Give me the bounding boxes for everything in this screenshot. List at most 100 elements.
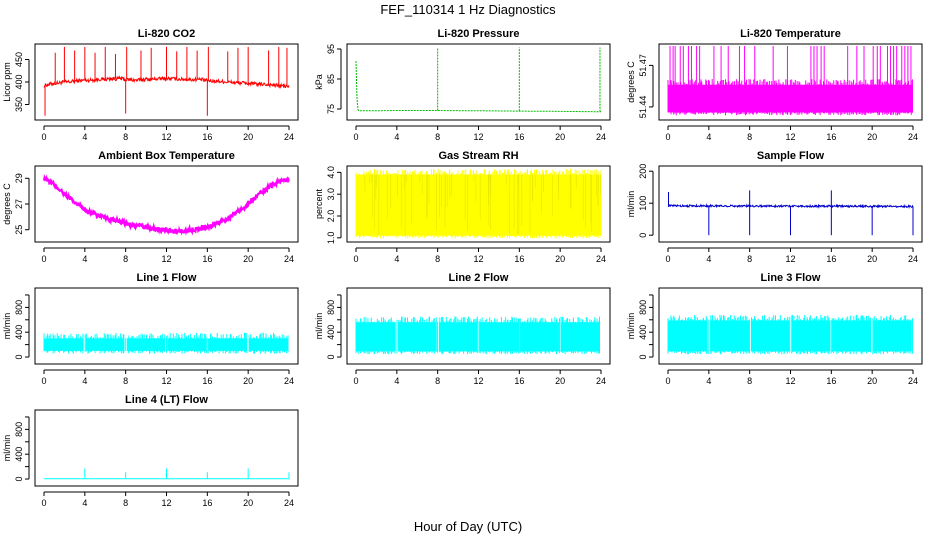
panel-title: Line 4 (LT) Flow — [125, 394, 208, 406]
x-tick-label: 24 — [284, 254, 294, 264]
x-tick-label: 16 — [514, 376, 524, 386]
x-tick-label: 0 — [41, 132, 46, 142]
x-tick-label: 4 — [394, 254, 399, 264]
panel-title: Line 2 Flow — [449, 272, 509, 284]
plot-frame — [34, 165, 299, 243]
data-band — [750, 320, 790, 352]
plot-area — [355, 168, 602, 239]
y-axis: 75 85 95 — [326, 44, 342, 114]
x-tick-label: 12 — [473, 254, 483, 264]
x-tick-label: 12 — [473, 376, 483, 386]
x-tick-label: 16 — [202, 376, 212, 386]
y-tick-label: 2.0 — [326, 210, 336, 223]
y-axis: 0 400 800 — [14, 416, 30, 482]
panel-7: Line 1 Flow ml/min 0 4 8 12 16 20 24 0 400 800 — [2, 272, 299, 386]
y-tick-label: 400 — [326, 325, 336, 340]
data-band — [356, 174, 601, 236]
plot-area — [667, 46, 913, 116]
x-tick-label: 24 — [908, 254, 918, 264]
x-tick-label: 0 — [353, 254, 358, 264]
x-tick-label: 20 — [243, 132, 253, 142]
x-tick-label: 24 — [596, 254, 606, 264]
x-tick-label: 4 — [394, 376, 399, 386]
x-tick-label: 12 — [785, 254, 795, 264]
y-tick-label: 800 — [14, 422, 24, 437]
x-tick-label: 20 — [867, 376, 877, 386]
plot-frame — [346, 287, 611, 365]
plot-area — [42, 173, 290, 236]
y-axis-title: degrees C — [626, 61, 636, 103]
y-tick-label: 95 — [326, 44, 336, 54]
plot-area — [667, 314, 914, 355]
plot-area — [43, 46, 290, 116]
x-tick-label: 16 — [514, 132, 524, 142]
x-tick-label: 0 — [353, 132, 358, 142]
x-axis-title: Hour of Day (UTC) — [414, 519, 522, 534]
x-tick-label: 20 — [555, 376, 565, 386]
x-tick-label: 8 — [435, 254, 440, 264]
x-tick-label: 0 — [665, 254, 670, 264]
panel-title: Line 1 Flow — [137, 272, 197, 284]
plot-frame — [658, 287, 923, 365]
x-axis: 0 4 8 12 16 20 24 — [41, 491, 294, 508]
y-tick-label: 0 — [326, 355, 336, 360]
plot-area — [667, 190, 914, 236]
panel-6: Sample Flow ml/min 0 4 8 12 16 20 24 0 100 200 — [626, 150, 923, 264]
y-axis-title: ml/min — [314, 313, 324, 340]
x-tick-label: 0 — [41, 376, 46, 386]
x-axis: 0 4 8 12 16 20 24 — [41, 125, 294, 142]
y-axis: 0 400 800 — [326, 294, 342, 360]
x-tick-label: 20 — [555, 254, 565, 264]
y-tick-label: 3.0 — [326, 188, 336, 201]
x-tick-label: 24 — [284, 376, 294, 386]
x-tick-label: 8 — [747, 376, 752, 386]
x-tick-label: 20 — [243, 376, 253, 386]
plot-area — [44, 468, 290, 480]
x-tick-label: 12 — [473, 132, 483, 142]
y-axis: 0 100 200 — [638, 164, 654, 238]
plot-frame — [34, 287, 299, 365]
x-tick-label: 24 — [596, 376, 606, 386]
figure-title: FEF_110314 1 Hz Diagnostics — [380, 2, 556, 17]
y-tick-label: 1.0 — [326, 232, 336, 245]
y-tick-label: 400 — [14, 447, 24, 462]
x-tick-label: 20 — [243, 498, 253, 508]
x-tick-label: 16 — [514, 254, 524, 264]
y-axis-title: ml/min — [2, 435, 12, 462]
y-axis-title: kPa — [314, 74, 324, 90]
y-tick-label: 51.44 — [638, 96, 648, 119]
x-tick-label: 24 — [596, 132, 606, 142]
y-axis-title: percent — [314, 188, 324, 219]
x-tick-label: 0 — [665, 376, 670, 386]
panel-10: Line 4 (LT) Flow ml/min 0 4 8 12 16 20 24 0 400 800 — [2, 394, 299, 508]
x-tick-label: 16 — [826, 254, 836, 264]
y-tick-label: 51.47 — [638, 54, 648, 77]
plot-frame — [658, 43, 923, 121]
x-tick-label: 24 — [284, 132, 294, 142]
y-tick-label: 0 — [14, 355, 24, 360]
x-tick-label: 20 — [867, 254, 877, 264]
x-axis: 0 4 8 12 16 20 24 — [665, 369, 918, 386]
y-tick-label: 27 — [14, 199, 24, 209]
y-axis: 0 400 800 — [14, 294, 30, 360]
y-axis: 51.44 51.47 — [638, 54, 654, 119]
data-series-line — [42, 173, 290, 236]
x-axis: 0 4 8 12 16 20 24 — [353, 247, 606, 264]
x-tick-label: 8 — [123, 254, 128, 264]
plot-frame — [658, 165, 923, 243]
x-tick-label: 0 — [353, 376, 358, 386]
plot-frame — [346, 43, 611, 121]
panel-title: Ambient Box Temperature — [98, 150, 235, 162]
y-tick-label: 4.0 — [326, 166, 336, 179]
x-tick-label: 0 — [41, 254, 46, 264]
x-tick-label: 24 — [908, 376, 918, 386]
panel-title: Line 3 Flow — [761, 272, 821, 284]
panel-title: Gas Stream RH — [438, 150, 518, 162]
x-tick-label: 16 — [202, 254, 212, 264]
y-tick-label: 100 — [638, 196, 648, 211]
x-tick-label: 4 — [706, 132, 711, 142]
y-tick-label: 400 — [14, 325, 24, 340]
plot-frame — [34, 43, 299, 121]
